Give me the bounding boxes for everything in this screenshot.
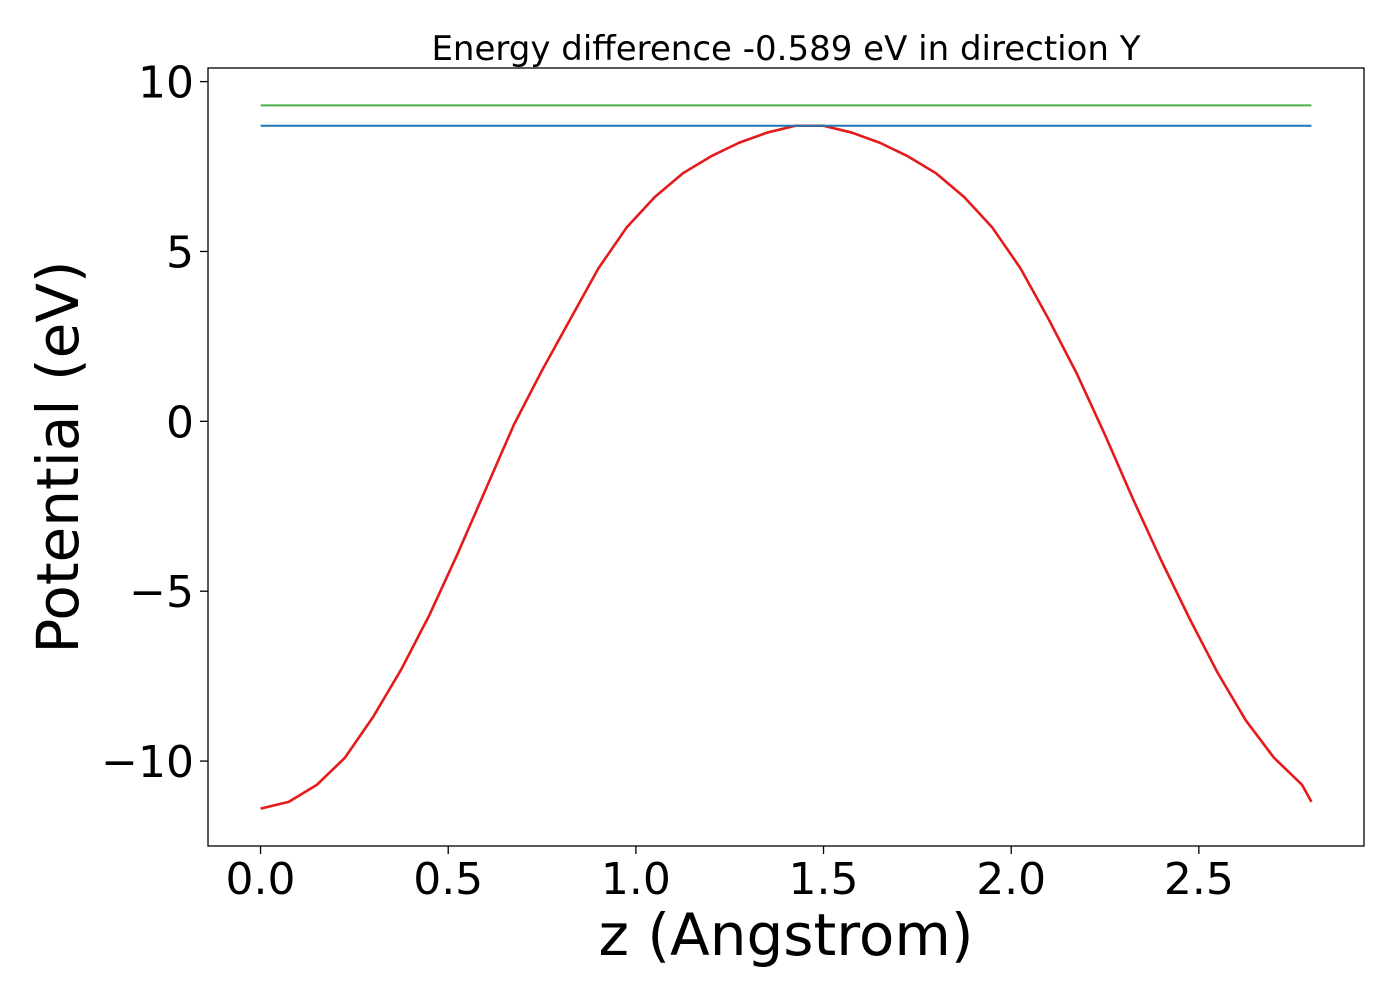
x-tick-label: 1.5: [789, 854, 859, 905]
y-tick-label: 0: [166, 397, 194, 448]
y-tick-label: 10: [138, 58, 194, 109]
series-line-1: [260, 124, 1313, 810]
x-tick-label: 1.0: [601, 854, 671, 905]
x-axis-ticks: 0.0 0.5 1.0 1.5 2.0 2.5: [226, 846, 1234, 905]
y-axis-label: Potential (eV): [24, 260, 92, 653]
x-tick-label: 0.0: [226, 854, 296, 905]
plot-frame: [207, 67, 1365, 847]
plot-lines: [260, 104, 1313, 810]
x-tick-label: 2.0: [976, 854, 1046, 905]
chart-title: Energy difference -0.589 eV in direction…: [431, 29, 1140, 69]
y-axis-ticks: −10 −5 0 5 10: [101, 58, 208, 788]
y-tick-label: −5: [129, 567, 194, 618]
y-tick-label: 5: [166, 227, 194, 278]
y-tick-label: −10: [101, 737, 194, 788]
x-axis-label: z (Angstrom): [599, 901, 974, 969]
x-tick-label: 2.5: [1164, 854, 1234, 905]
x-tick-label: 0.5: [413, 854, 483, 905]
